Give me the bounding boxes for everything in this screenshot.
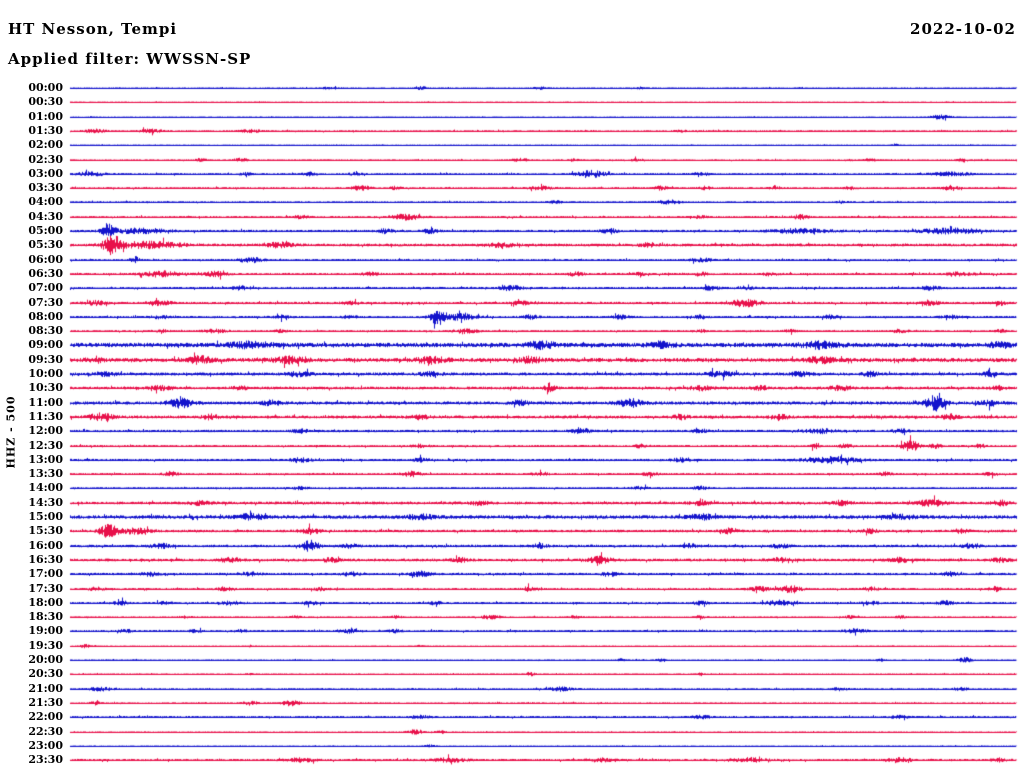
- helicorder-screen: HT Nesson, Tempi Applied filter: WWSSN-S…: [0, 0, 1024, 780]
- seismogram-trace-canvas: [0, 0, 1024, 780]
